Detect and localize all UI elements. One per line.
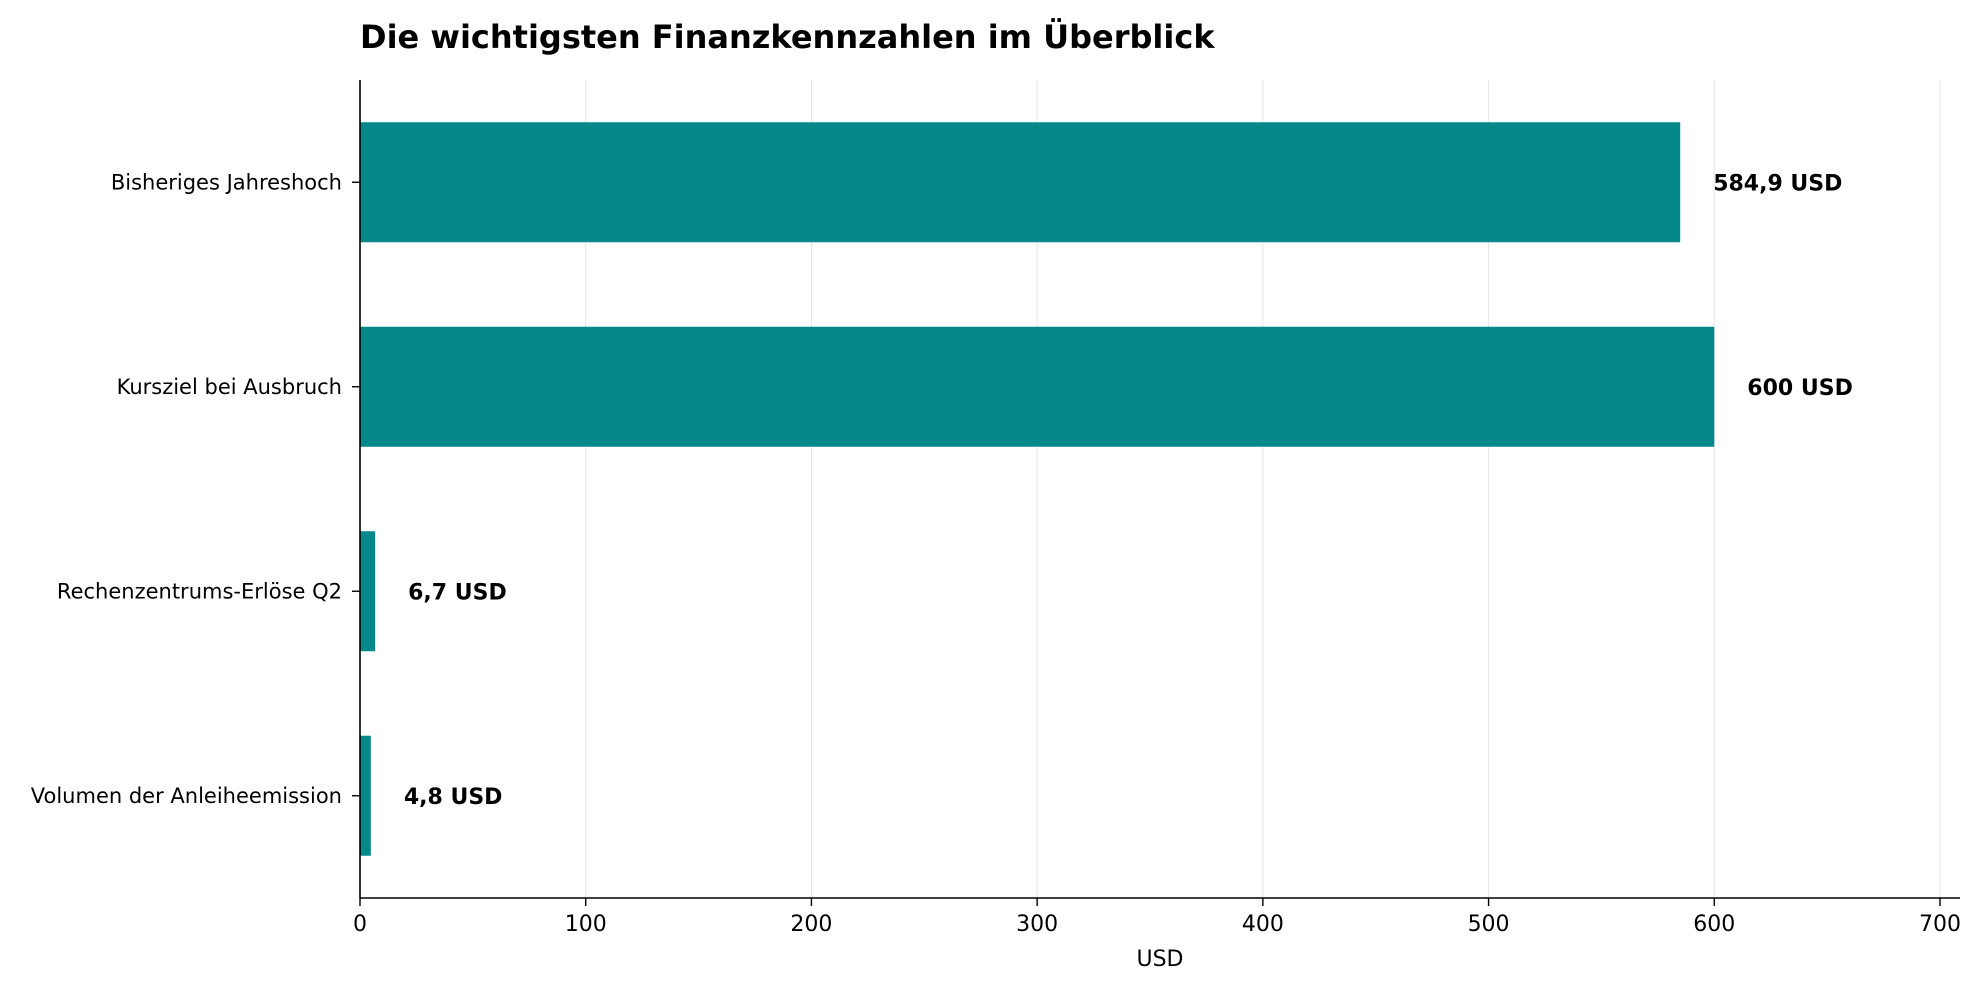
chart-title: Die wichtigsten Finanzkennzahlen im Über… xyxy=(360,18,1215,56)
x-tick-label-500: 500 xyxy=(1468,912,1510,937)
bar-3 xyxy=(360,531,376,652)
x-tick-label-600: 600 xyxy=(1693,912,1735,937)
value-label-3: 6,7 USD xyxy=(408,580,507,605)
category-label-1: Bisheriges Jahreshoch xyxy=(111,170,342,194)
category-label-4: Volumen der Anleiheemission xyxy=(31,784,342,808)
x-tick-label-0: 0 xyxy=(353,912,367,937)
labels: 0 100 200 300 400 500 600 700 Bisheriges Jahresh… xyxy=(31,170,1961,937)
value-label-1: 584,9 USD xyxy=(1713,171,1842,196)
x-tick-label-300: 300 xyxy=(1016,912,1058,937)
bar-4 xyxy=(360,735,371,856)
value-label-4: 4,8 USD xyxy=(404,785,503,810)
bar-1 xyxy=(360,122,1681,243)
x-tick-label-100: 100 xyxy=(565,912,607,937)
value-label-2: 600 USD xyxy=(1747,376,1853,401)
x-tick-label-700: 700 xyxy=(1919,912,1961,937)
x-tick-label-200: 200 xyxy=(790,912,832,937)
axes xyxy=(352,80,1960,906)
bar-2 xyxy=(360,326,1715,447)
category-label-2: Kursziel bei Ausbruch xyxy=(117,375,342,399)
bars xyxy=(360,122,1715,856)
x-tick-label-400: 400 xyxy=(1242,912,1284,937)
x-axis-label: USD xyxy=(1136,947,1183,972)
category-label-3: Rechenzentrums-Erlöse Q2 xyxy=(57,579,342,603)
